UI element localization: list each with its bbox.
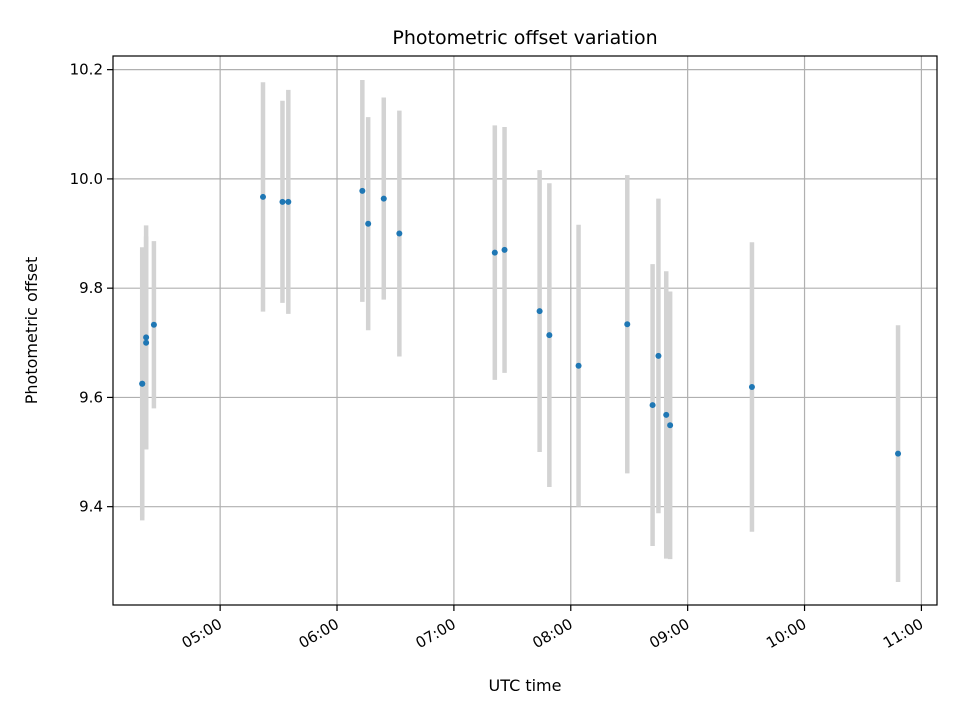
y-tick-label: 9.6 (79, 388, 103, 406)
data-point (150, 321, 157, 328)
data-point (396, 230, 403, 237)
y-tick-label: 9.8 (79, 279, 103, 297)
y-tick-label: 10.2 (70, 61, 103, 79)
data-point (365, 220, 372, 227)
data-point (748, 384, 755, 391)
plot-area-frame (112, 55, 938, 606)
data-point (501, 246, 508, 253)
data-point (139, 380, 146, 387)
data-point (279, 198, 286, 205)
data-point (359, 187, 366, 194)
data-point (536, 308, 543, 315)
data-point (546, 332, 553, 339)
data-point (655, 352, 662, 359)
data-point (259, 193, 266, 200)
data-point (624, 321, 631, 328)
data-point (663, 411, 670, 418)
chart-title: Photometric offset variation (392, 27, 657, 49)
x-axis-label: UTC time (489, 676, 562, 695)
y-axis-label: Photometric offset (22, 257, 41, 405)
data-point (895, 450, 902, 457)
data-point (285, 198, 292, 205)
data-point (380, 195, 387, 202)
y-tick-label: 10.0 (70, 170, 103, 188)
data-point (491, 249, 498, 256)
data-points (139, 187, 902, 457)
data-point (649, 402, 656, 409)
y-tick-label: 9.4 (79, 498, 103, 516)
data-point (667, 422, 674, 429)
y-axis-ticks: 9.4 9.6 9.8 10.0 10.2 (70, 61, 113, 516)
grid-lines (113, 56, 937, 605)
data-point (143, 339, 150, 346)
data-point (575, 362, 582, 369)
data-point (143, 334, 150, 341)
